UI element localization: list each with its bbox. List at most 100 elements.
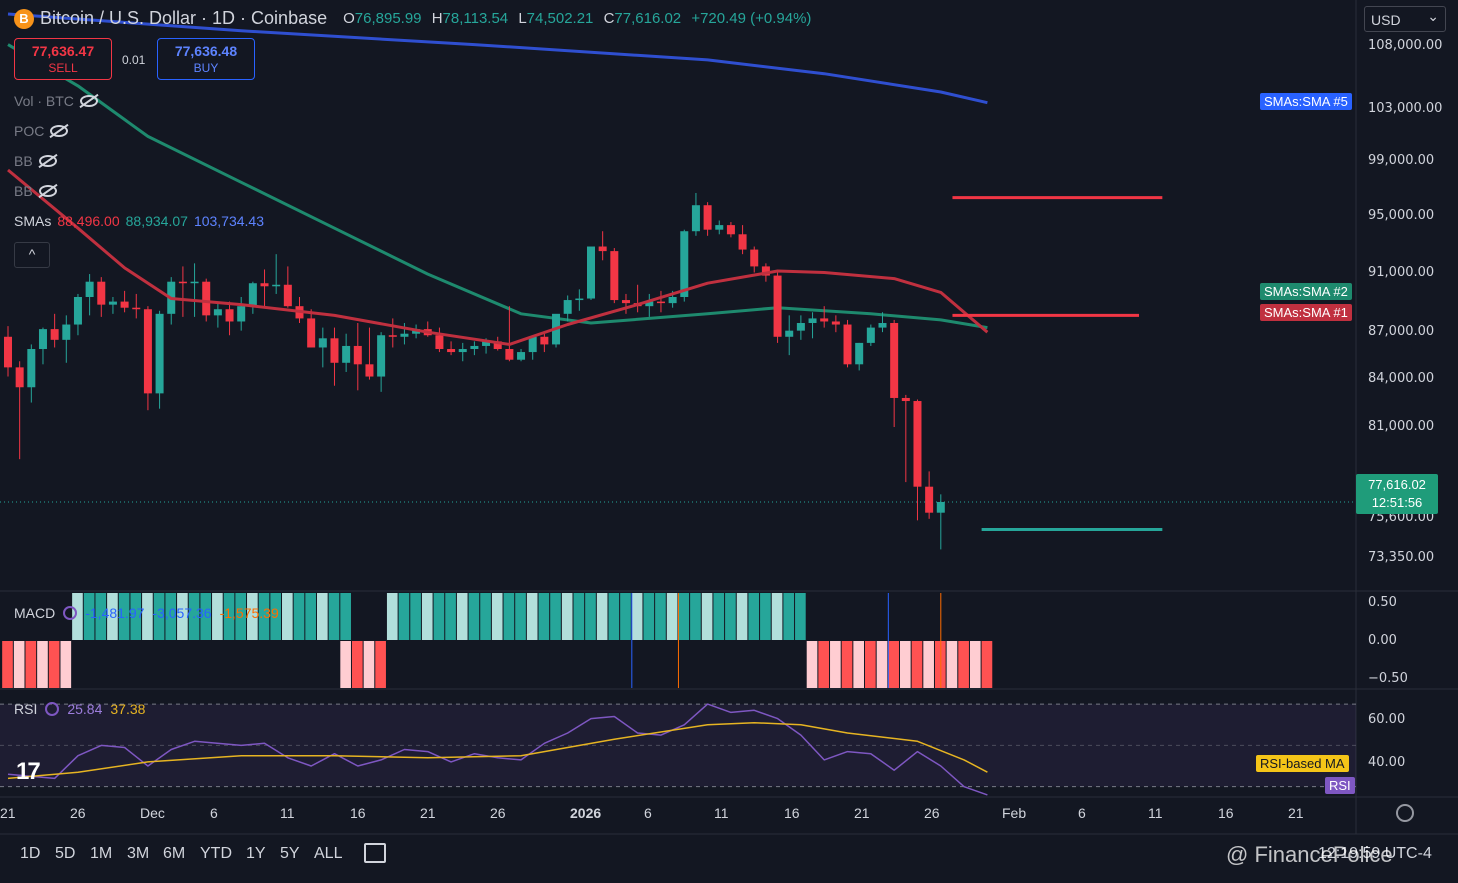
indicator-bb-2[interactable]: BB	[14, 183, 57, 199]
hidden-eye-icon[interactable]	[38, 185, 57, 197]
candle-body	[97, 281, 106, 305]
macd-histogram-bar	[888, 641, 899, 688]
candle-body	[808, 318, 817, 324]
macd-histogram-bar	[72, 593, 83, 640]
candle-body	[272, 284, 281, 287]
candle-body	[318, 338, 327, 348]
candle-body	[155, 313, 164, 394]
price-axis-label: 103,000.00	[1368, 101, 1443, 116]
macd-histogram-bar	[282, 593, 293, 640]
range-button-1y[interactable]: 1Y	[246, 845, 266, 862]
macd-histogram-bar	[305, 593, 316, 640]
candle-body	[621, 300, 630, 304]
rsi-ma-tag: RSI-based MA	[1256, 755, 1349, 772]
macd-histogram-bar	[899, 641, 911, 688]
time-axis-label: Dec	[140, 805, 165, 821]
candle-body	[307, 318, 316, 348]
settings-gear-icon[interactable]	[1396, 804, 1414, 822]
macd-axis-label: 0.00	[1368, 633, 1397, 648]
ohlc-values: O76,895.99 H78,113.54 L74,502.21 C77,616…	[343, 10, 812, 27]
candle-body	[190, 281, 199, 284]
range-button-5y[interactable]: 5Y	[280, 845, 300, 862]
candle-body	[773, 275, 782, 337]
price-axis-label: 87,000.00	[1368, 324, 1435, 339]
rsi-legend[interactable]: RSI 25.84 37.38	[14, 701, 146, 717]
candle-body	[120, 301, 129, 308]
hidden-eye-icon[interactable]	[79, 95, 98, 107]
time-axis-label: 11	[1148, 805, 1163, 821]
macd-legend[interactable]: MACD -1,481.97 -3,057.36 -1,575.39	[14, 605, 279, 621]
candle-body	[505, 349, 514, 360]
time-axis-label: 6	[210, 805, 218, 821]
price-axis-label: 81,000.00	[1368, 419, 1435, 434]
sma2-tag: SMAs:SMA #2	[1260, 283, 1352, 300]
candle-body	[645, 301, 654, 307]
macd-histogram-bar	[200, 593, 212, 640]
macd-histogram-bar	[678, 593, 690, 640]
rsi-tag: RSI	[1325, 777, 1355, 794]
macd-settings-icon[interactable]	[63, 606, 78, 620]
rsi-axis-label: 60.00	[1368, 712, 1406, 727]
macd-histogram-bar	[643, 593, 655, 640]
candle-body	[447, 349, 456, 353]
candle-body	[610, 251, 619, 301]
macd-histogram-bar	[853, 641, 865, 688]
symbol-title: Bitcoin / U.S. Dollar · 1D · Coinbase	[40, 8, 328, 28]
indicator-vol[interactable]: Vol · BTC	[14, 93, 98, 109]
hidden-eye-icon[interactable]	[50, 125, 69, 137]
time-axis-label: 16	[1218, 805, 1234, 821]
time-axis-label: 26	[70, 805, 86, 821]
macd-histogram-bar	[13, 641, 25, 688]
macd-histogram-bar	[48, 641, 60, 688]
collapse-legend-button[interactable]: ^	[14, 242, 50, 268]
range-button-ytd[interactable]: YTD	[200, 845, 232, 862]
time-axis-label: 11	[280, 805, 295, 821]
candle-body	[843, 324, 852, 365]
indicator-bb-1[interactable]: BB	[14, 153, 57, 169]
candle-body	[656, 301, 665, 304]
candle-body	[831, 321, 840, 325]
candle-body	[563, 300, 572, 314]
date-range-icon[interactable]	[364, 843, 386, 863]
macd-histogram-bar	[223, 593, 235, 640]
candle-body	[342, 345, 351, 363]
sma3-value: 103,734.43	[193, 213, 265, 229]
indicator-smas[interactable]: SMAs 88,496.00 88,934.07 103,734.43	[14, 213, 265, 229]
buy-button[interactable]: 77,636.48 BUY	[157, 38, 255, 80]
macd-histogram-bar	[25, 641, 37, 688]
sma5-tag: SMAs:SMA #5	[1260, 93, 1352, 110]
lot-size[interactable]: 0.01	[122, 53, 146, 67]
macd-histogram-bar	[445, 593, 456, 640]
macd-histogram-bar	[806, 641, 818, 688]
candle-body	[703, 205, 712, 230]
macd-histogram-bar	[550, 593, 561, 640]
sell-button[interactable]: 77,636.47 SELL	[14, 38, 112, 80]
indicator-poc[interactable]: POC	[14, 123, 69, 139]
candle-body	[365, 364, 374, 377]
candle-body	[388, 335, 397, 337]
candle-body	[726, 225, 735, 235]
hidden-eye-icon[interactable]	[38, 155, 57, 167]
currency-select[interactable]: USD	[1364, 3, 1446, 32]
range-button-5d[interactable]: 5D	[55, 845, 76, 862]
macd-histogram-bar	[270, 593, 282, 640]
macd-histogram-bar	[177, 593, 188, 640]
candle-body	[178, 281, 187, 284]
range-button-6m[interactable]: 6M	[163, 845, 186, 862]
range-button-3m[interactable]: 3M	[127, 845, 150, 862]
macd-histogram-bar	[375, 641, 386, 688]
range-button-1d[interactable]: 1D	[20, 845, 41, 862]
candle-body	[4, 336, 12, 368]
clock[interactable]: 12:19:59 UTC-4	[1318, 845, 1432, 862]
time-axis-label: 26	[924, 805, 940, 821]
range-button-all[interactable]: ALL	[314, 845, 343, 862]
range-button-1m[interactable]: 1M	[90, 845, 113, 862]
candle-body	[108, 301, 117, 305]
rsi-settings-icon[interactable]	[45, 702, 60, 716]
price-axis-label: 95,000.00	[1368, 208, 1435, 223]
time-axis-label: 6	[644, 805, 652, 821]
symbol-header[interactable]: B Bitcoin / U.S. Dollar · 1D · Coinbase …	[14, 8, 817, 29]
candle-body	[820, 318, 829, 322]
macd-histogram-bar	[468, 593, 480, 640]
